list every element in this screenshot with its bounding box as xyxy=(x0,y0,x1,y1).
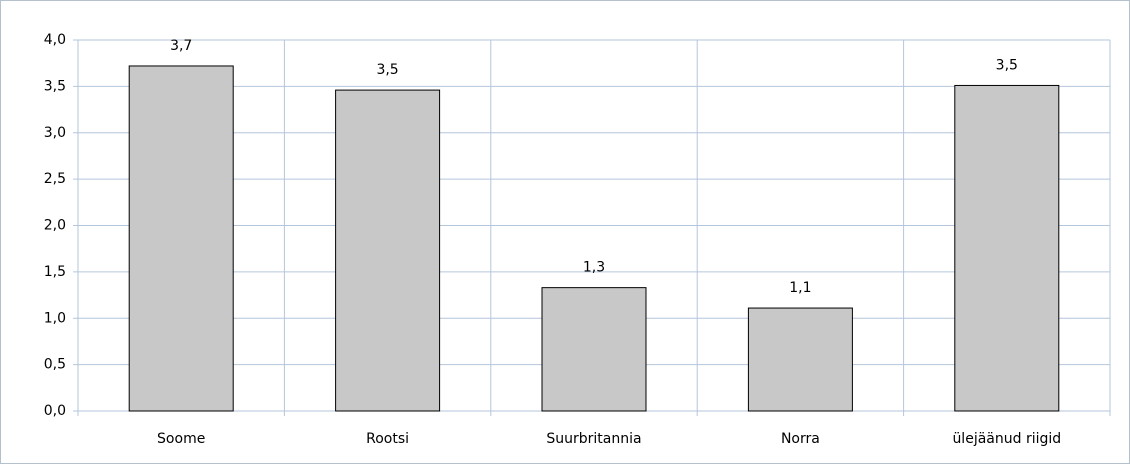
x-tick-label: Norra xyxy=(781,431,820,447)
data-label: 3,5 xyxy=(996,57,1018,73)
bar xyxy=(954,84,1060,412)
y-tick-label: 3,5 xyxy=(44,78,66,94)
bar xyxy=(747,307,853,412)
data-label: 1,1 xyxy=(789,280,811,296)
bar xyxy=(128,65,234,412)
y-tick-label: 3,0 xyxy=(44,125,66,141)
x-tick-label: Rootsi xyxy=(366,431,409,447)
y-tick-label: 4,0 xyxy=(44,32,66,48)
bar xyxy=(335,89,441,412)
data-label: 1,3 xyxy=(583,260,605,276)
y-tick-label: 0,0 xyxy=(44,403,66,419)
bar xyxy=(541,287,647,412)
data-label: 3,5 xyxy=(376,62,398,78)
y-tick-label: 2,5 xyxy=(44,171,66,187)
x-tick-label: ülejäänud riigid xyxy=(952,431,1061,447)
data-label: 3,7 xyxy=(170,38,192,54)
y-tick-label: 2,0 xyxy=(44,218,66,234)
y-tick-label: 1,5 xyxy=(44,264,66,280)
y-tick-label: 0,5 xyxy=(44,357,66,373)
y-tick-label: 1,0 xyxy=(44,310,66,326)
x-tick-label: Soome xyxy=(157,431,205,447)
x-tick-label: Suurbritannia xyxy=(546,431,641,447)
